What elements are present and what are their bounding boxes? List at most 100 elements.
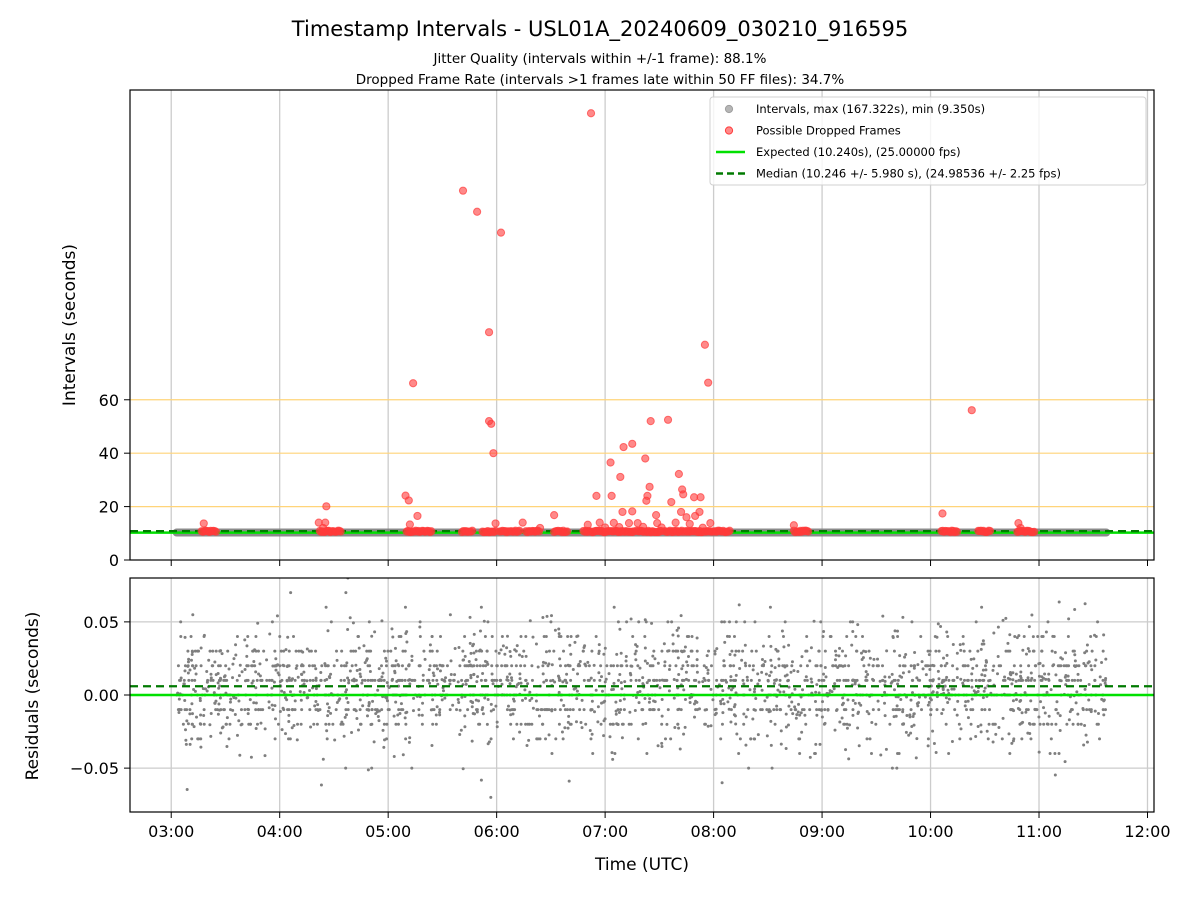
dropped-frame-point	[618, 507, 627, 517]
residual-point	[1029, 737, 1033, 741]
residual-point	[866, 672, 870, 676]
residual-point	[255, 678, 259, 682]
residual-point	[616, 678, 620, 682]
residual-point	[832, 687, 836, 691]
residual-point	[1007, 732, 1011, 736]
residual-point	[945, 653, 949, 657]
residual-point	[728, 620, 732, 624]
residual-point	[584, 664, 588, 668]
residual-point	[1024, 678, 1028, 682]
residual-point	[768, 709, 772, 713]
residual-point	[966, 716, 970, 720]
residual-point	[722, 659, 726, 663]
residual-point	[964, 708, 968, 712]
residual-point	[682, 649, 686, 653]
residual-point	[844, 748, 848, 752]
residual-point	[227, 667, 231, 671]
residual-point	[770, 766, 774, 770]
residual-point	[276, 722, 280, 726]
residual-point	[903, 664, 907, 668]
residual-point	[464, 682, 468, 686]
residual-point	[1053, 773, 1057, 777]
residual-point	[772, 708, 776, 712]
residual-point	[185, 708, 189, 712]
residual-point	[633, 709, 637, 713]
residual-point	[439, 635, 443, 638]
residual-point	[909, 664, 913, 668]
residual-point	[377, 667, 381, 671]
residual-point	[1024, 710, 1028, 714]
residual-point	[252, 701, 256, 705]
residual-point	[505, 646, 509, 650]
residual-point	[254, 686, 258, 690]
residual-point	[177, 697, 181, 701]
residual-point	[568, 664, 572, 668]
residual-point	[728, 652, 732, 656]
residual-point	[963, 704, 967, 708]
residual-point	[660, 745, 664, 749]
residual-point	[530, 696, 534, 700]
residual-point	[644, 721, 648, 725]
residual-point	[1048, 752, 1052, 755]
residual-point	[993, 722, 997, 726]
residual-point	[181, 722, 185, 726]
residual-point	[1015, 636, 1019, 640]
residual-point	[996, 625, 1000, 629]
residual-point	[344, 708, 348, 712]
residual-point	[939, 624, 943, 628]
residual-point	[314, 649, 318, 653]
residual-point	[578, 708, 582, 712]
residual-point	[584, 722, 588, 726]
residual-point	[961, 635, 965, 638]
residual-point	[837, 664, 841, 668]
residual-point	[695, 664, 699, 668]
residual-point	[864, 670, 868, 674]
intervals-y-tick-label: 40	[99, 444, 119, 463]
residual-point	[1087, 708, 1091, 712]
residual-point	[901, 615, 905, 619]
residual-point	[1003, 678, 1007, 682]
residual-point	[358, 698, 362, 702]
dropped-frame-point	[619, 442, 628, 452]
residual-point	[1043, 672, 1047, 676]
residual-point	[722, 702, 726, 706]
residual-point	[1086, 661, 1090, 665]
residual-point	[474, 649, 478, 653]
residual-point	[470, 664, 474, 668]
residual-point	[390, 664, 394, 668]
residual-point	[390, 627, 394, 631]
residual-point	[1100, 697, 1104, 701]
residual-point	[1046, 620, 1050, 624]
residual-point	[403, 716, 407, 720]
residual-point	[652, 699, 656, 703]
residual-point	[663, 660, 667, 664]
dropped-frame-point	[405, 520, 414, 529]
residual-point	[216, 708, 220, 712]
legend-label: Expected (10.240s), (25.00000 fps)	[756, 145, 961, 159]
residual-point	[896, 752, 900, 755]
residual-point	[510, 664, 514, 668]
residual-point	[550, 663, 554, 667]
residual-point	[1050, 649, 1054, 653]
dropped-frame-point	[473, 207, 482, 216]
residual-point	[370, 766, 374, 770]
residual-point	[404, 722, 408, 726]
residual-point	[688, 700, 692, 704]
intervals-plot-area	[130, 90, 1154, 560]
residual-point	[280, 689, 284, 693]
residual-point	[579, 720, 583, 724]
residual-point	[867, 649, 871, 653]
residual-point	[398, 711, 402, 715]
residual-point	[996, 672, 1000, 676]
residual-point	[470, 705, 474, 709]
residual-point	[1037, 750, 1041, 754]
residual-point	[934, 751, 938, 755]
residual-point	[184, 738, 188, 742]
residual-point	[284, 648, 288, 652]
residual-point	[951, 642, 955, 646]
residual-point	[1069, 708, 1073, 712]
residual-point	[444, 676, 448, 680]
residual-point	[1014, 672, 1018, 676]
residual-point	[942, 656, 946, 660]
residual-point	[191, 664, 195, 668]
